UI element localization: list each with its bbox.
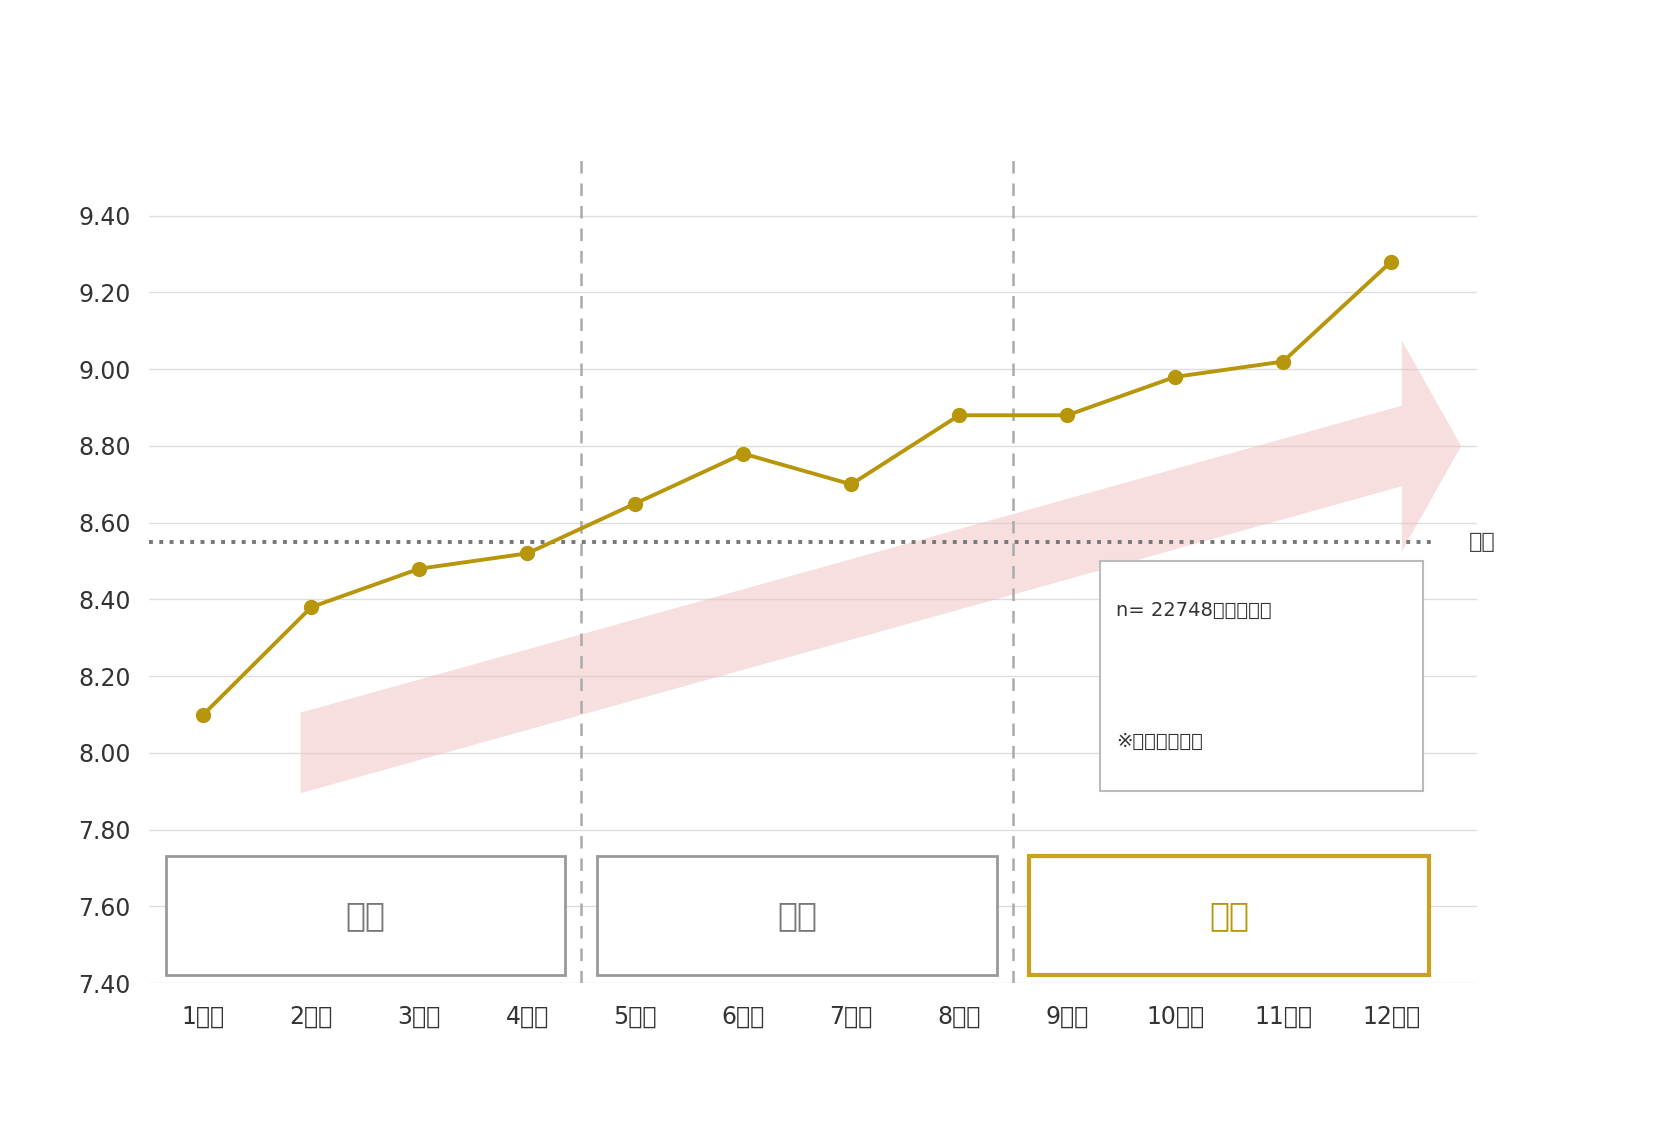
Text: n= 22748セッション: n= 22748セッション [1116, 601, 1272, 620]
Text: (平均値・pt): (平均値・pt) [1029, 62, 1147, 90]
Text: ※回答者ベース: ※回答者ベース [1116, 732, 1202, 751]
Text: 中盤: 中盤 [777, 899, 817, 932]
Polygon shape [300, 340, 1461, 793]
Text: 後半: 後半 [1208, 899, 1248, 932]
FancyBboxPatch shape [598, 857, 998, 975]
FancyBboxPatch shape [1099, 562, 1423, 791]
FancyBboxPatch shape [1029, 857, 1429, 975]
FancyBboxPatch shape [166, 857, 564, 975]
Text: 前半: 前半 [345, 899, 385, 932]
Text: 平均: 平均 [1469, 532, 1496, 551]
Text: セッション回別の自己開示: セッション回別の自己開示 [508, 55, 808, 97]
